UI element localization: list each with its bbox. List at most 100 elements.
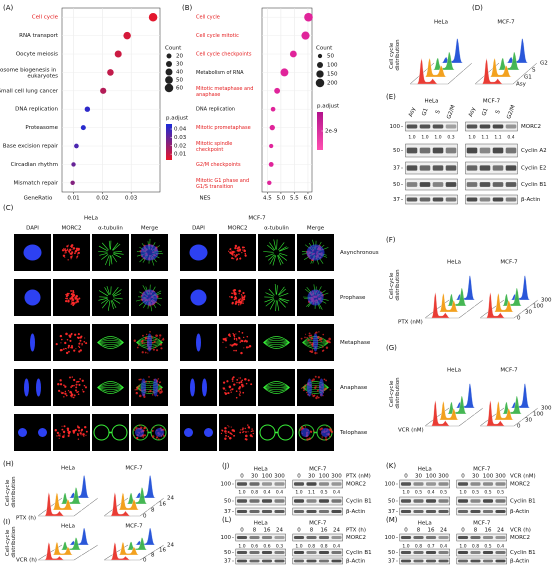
phase-label: Prophase [340,295,366,301]
morc2-speckle [64,341,67,345]
panel-label: (J) [222,462,230,470]
depth-axis [139,497,165,517]
category-label: Oocyte meiosis [16,52,58,58]
micrograph-background [258,279,295,316]
condition-label: 0 [143,514,147,520]
morc2-speckle [222,381,226,384]
morc2-speckle [235,300,238,304]
histogram-trace [488,292,522,313]
morc2-speckle [73,378,76,382]
morc2-speckle [144,342,146,344]
morc2-speckle [321,350,324,352]
morc2-speckle [153,426,155,428]
condition-label: Asy [516,82,527,88]
cell-line-label: HeLa [418,521,432,527]
band [479,182,491,187]
morc2-speckle [241,385,244,388]
histogram-trace [441,395,475,415]
morc2-speckle [59,334,63,338]
morc2-speckle [138,378,141,381]
spindle-fiber [263,342,290,345]
colorbar [317,112,323,150]
morc2-speckle [58,389,61,392]
morc2-speckle [231,257,234,260]
band [331,559,342,563]
morc2-speckle [237,303,240,306]
band [306,550,317,555]
micrograph [219,414,256,451]
x-axis-label: GeneRatio [24,196,53,202]
spindle-fiber [97,387,124,390]
blot-membrane [399,548,450,557]
micrograph [92,369,129,406]
morc2-speckle [149,330,151,333]
morc2-speckle [229,344,232,346]
text-line: checkpoint [196,147,223,153]
band [400,550,412,555]
lane-label: 300 [331,474,342,480]
morc2-speckle [157,378,160,380]
band [438,499,449,503]
condition-label: 24 [167,496,174,502]
quantification-label: 0.8 [320,544,327,550]
morc2-speckle [71,376,73,378]
panel-label: (K) [386,462,396,470]
morc2-speckle [80,335,83,338]
blot-membrane [456,557,507,565]
morc2-speckle [238,385,242,389]
blot-membrane [235,557,286,565]
morc2-speckle [231,301,234,304]
band [318,499,330,503]
histogram-trace [54,537,90,551]
treatment-label: VCR (nM) [398,428,424,434]
morc2-speckle [229,296,231,298]
lane-label: 0 [297,474,301,480]
band [466,197,478,202]
morc2-speckle [162,338,165,341]
morc2-speckle [136,436,139,440]
band [457,559,469,563]
morc2-speckle [71,251,74,254]
morc2-speckle [67,259,69,261]
micrograph [14,279,51,316]
morc2-speckle [242,300,244,302]
band [432,147,444,154]
tubulin-fiber [99,252,108,256]
spindle-fiber [263,338,290,343]
morc2-speckle [252,430,254,432]
mw-marker: 37 [388,509,395,515]
morc2-speckle [160,347,163,350]
colorbar-label: 0.03 [174,135,187,141]
tubulin-fiber [110,300,114,310]
band [425,559,437,563]
legend-dot [317,62,323,68]
lane-label: 8 [253,528,257,534]
morc2-speckle [322,333,325,336]
morc2-speckle [326,339,329,343]
band [236,559,248,563]
dna-stain [307,378,312,397]
band [419,182,431,187]
tubulin-fiber [264,298,274,303]
morc2-speckle [66,338,69,341]
histogram-trace [128,475,164,499]
band [495,559,506,563]
tubulin-fiber [113,252,124,255]
morc2-speckle [75,386,78,389]
micrograph-background [258,234,295,271]
morc2-speckle [135,391,139,395]
protein-label: Cyclin A2 [521,148,547,154]
morc2-speckle [306,336,308,339]
morc2-speckle [66,348,68,350]
lane-label: 0 [461,474,465,480]
morc2-speckle [73,384,75,387]
morc2-speckle [233,288,237,292]
morc2-speckle [236,381,238,384]
micrograph [219,324,256,361]
histogram-trace [128,527,164,546]
legend-dot [316,70,324,78]
micrograph-background [53,414,90,451]
morc2-speckle [71,346,74,349]
morc2-speckle [325,438,328,441]
morc2-speckle [149,389,152,393]
